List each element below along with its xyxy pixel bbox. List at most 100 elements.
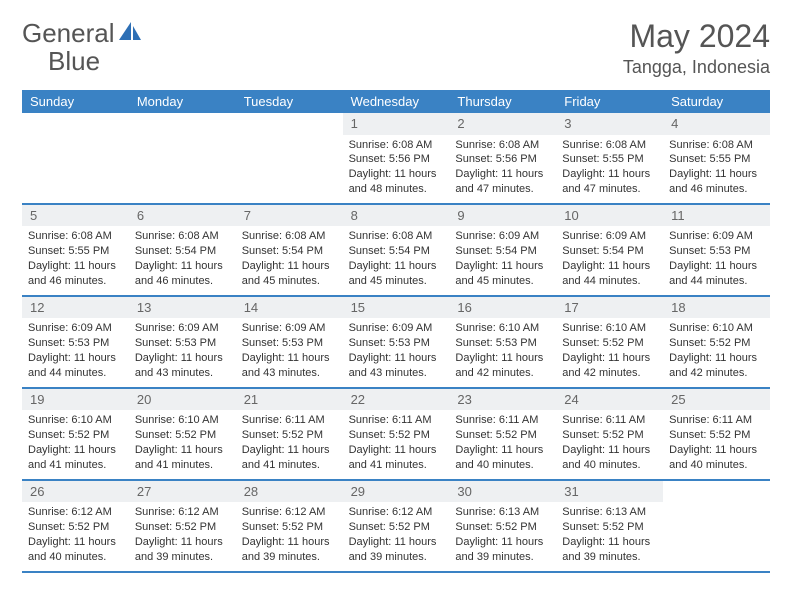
day-body: Sunrise: 6:11 AMSunset: 5:52 PMDaylight:… [663, 410, 770, 478]
day-cell: 8Sunrise: 6:08 AMSunset: 5:54 PMDaylight… [343, 205, 450, 295]
sunrise-text: Sunrise: 6:12 AM [28, 505, 123, 520]
sunset-text: Sunset: 5:55 PM [669, 152, 764, 167]
day-cell: 3Sunrise: 6:08 AMSunset: 5:55 PMDaylight… [556, 113, 663, 203]
daylight-text: Daylight: 11 hours and 40 minutes. [562, 443, 657, 473]
day-body: Sunrise: 6:10 AMSunset: 5:52 PMDaylight:… [556, 318, 663, 386]
day-body: Sunrise: 6:11 AMSunset: 5:52 PMDaylight:… [343, 410, 450, 478]
day-body: Sunrise: 6:08 AMSunset: 5:56 PMDaylight:… [343, 135, 450, 203]
day-number: 21 [236, 389, 343, 411]
day-cell [663, 481, 770, 571]
daylight-text: Daylight: 11 hours and 44 minutes. [669, 259, 764, 289]
day-number: 29 [343, 481, 450, 503]
day-number: 14 [236, 297, 343, 319]
week-row: 26Sunrise: 6:12 AMSunset: 5:52 PMDayligh… [22, 481, 770, 573]
day-body: Sunrise: 6:10 AMSunset: 5:52 PMDaylight:… [663, 318, 770, 386]
day-number: 12 [22, 297, 129, 319]
day-number [22, 113, 129, 117]
day-number: 20 [129, 389, 236, 411]
day-body: Sunrise: 6:09 AMSunset: 5:53 PMDaylight:… [236, 318, 343, 386]
day-cell: 26Sunrise: 6:12 AMSunset: 5:52 PMDayligh… [22, 481, 129, 571]
sunset-text: Sunset: 5:52 PM [455, 428, 550, 443]
daylight-text: Daylight: 11 hours and 39 minutes. [349, 535, 444, 565]
sunset-text: Sunset: 5:54 PM [349, 244, 444, 259]
daylight-text: Daylight: 11 hours and 44 minutes. [28, 351, 123, 381]
day-number: 15 [343, 297, 450, 319]
day-number: 11 [663, 205, 770, 227]
day-number: 17 [556, 297, 663, 319]
day-number [129, 113, 236, 117]
sunset-text: Sunset: 5:55 PM [28, 244, 123, 259]
daylight-text: Daylight: 11 hours and 48 minutes. [349, 167, 444, 197]
day-number [663, 481, 770, 485]
day-number: 4 [663, 113, 770, 135]
day-number: 10 [556, 205, 663, 227]
day-body: Sunrise: 6:08 AMSunset: 5:55 PMDaylight:… [556, 135, 663, 203]
day-cell: 15Sunrise: 6:09 AMSunset: 5:53 PMDayligh… [343, 297, 450, 387]
day-cell: 11 Sunrise: 6:09 AMSunset: 5:53 PMDayligh… [663, 205, 770, 295]
sunset-text: Sunset: 5:52 PM [28, 428, 123, 443]
sunset-text: Sunset: 5:54 PM [135, 244, 230, 259]
weekday-monday: Monday [129, 90, 236, 113]
day-body: Sunrise: 6:10 AMSunset: 5:52 PMDaylight:… [129, 410, 236, 478]
sunset-text: Sunset: 5:53 PM [669, 244, 764, 259]
day-body: Sunrise: 6:08 AMSunset: 5:54 PMDaylight:… [343, 226, 450, 294]
sunrise-text: Sunrise: 6:08 AM [455, 138, 550, 153]
daylight-text: Daylight: 11 hours and 40 minutes. [28, 535, 123, 565]
day-body: Sunrise: 6:12 AMSunset: 5:52 PMDaylight:… [236, 502, 343, 570]
daylight-text: Daylight: 11 hours and 46 minutes. [669, 167, 764, 197]
daylight-text: Daylight: 11 hours and 41 minutes. [28, 443, 123, 473]
page-header: General May 2024 Tangga, Indonesia [22, 18, 770, 78]
daylight-text: Daylight: 11 hours and 46 minutes. [135, 259, 230, 289]
sunrise-text: Sunrise: 6:10 AM [28, 413, 123, 428]
day-number: 24 [556, 389, 663, 411]
sunrise-text: Sunrise: 6:10 AM [669, 321, 764, 336]
day-cell [236, 113, 343, 203]
day-cell: 27Sunrise: 6:12 AMSunset: 5:52 PMDayligh… [129, 481, 236, 571]
day-number: 30 [449, 481, 556, 503]
daylight-text: Daylight: 11 hours and 41 minutes. [349, 443, 444, 473]
day-number: 5 [22, 205, 129, 227]
sunrise-text: Sunrise: 6:11 AM [562, 413, 657, 428]
month-title: May 2024 [623, 18, 770, 55]
sunrise-text: Sunrise: 6:10 AM [562, 321, 657, 336]
day-cell: 2Sunrise: 6:08 AMSunset: 5:56 PMDaylight… [449, 113, 556, 203]
day-number: 13 [129, 297, 236, 319]
day-cell: 20Sunrise: 6:10 AMSunset: 5:52 PMDayligh… [129, 389, 236, 479]
sunrise-text: Sunrise: 6:12 AM [135, 505, 230, 520]
sunset-text: Sunset: 5:52 PM [562, 336, 657, 351]
sunset-text: Sunset: 5:55 PM [562, 152, 657, 167]
day-number [236, 113, 343, 117]
daylight-text: Daylight: 11 hours and 46 minutes. [28, 259, 123, 289]
day-body: Sunrise: 6:10 AMSunset: 5:52 PMDaylight:… [22, 410, 129, 478]
daylight-text: Daylight: 11 hours and 44 minutes. [562, 259, 657, 289]
daylight-text: Daylight: 11 hours and 45 minutes. [349, 259, 444, 289]
sunrise-text: Sunrise: 6:09 AM [28, 321, 123, 336]
weekday-friday: Friday [556, 90, 663, 113]
day-cell: 1Sunrise: 6:08 AMSunset: 5:56 PMDaylight… [343, 113, 450, 203]
day-body: Sunrise: 6:12 AMSunset: 5:52 PMDaylight:… [22, 502, 129, 570]
day-body: Sunrise: 6:08 AMSunset: 5:54 PMDaylight:… [236, 226, 343, 294]
sunrise-text: Sunrise: 6:09 AM [669, 229, 764, 244]
day-cell: 30Sunrise: 6:13 AMSunset: 5:52 PMDayligh… [449, 481, 556, 571]
day-cell: 22Sunrise: 6:11 AMSunset: 5:52 PMDayligh… [343, 389, 450, 479]
sunset-text: Sunset: 5:53 PM [349, 336, 444, 351]
day-body: Sunrise: 6:11 AMSunset: 5:52 PMDaylight:… [449, 410, 556, 478]
daylight-text: Daylight: 11 hours and 41 minutes. [242, 443, 337, 473]
day-cell: 21Sunrise: 6:11 AMSunset: 5:52 PMDayligh… [236, 389, 343, 479]
weekday-saturday: Saturday [663, 90, 770, 113]
sunrise-text: Sunrise: 6:09 AM [135, 321, 230, 336]
day-number: 26 [22, 481, 129, 503]
day-body: Sunrise: 6:09 AMSunset: 5:54 PMDaylight:… [449, 226, 556, 294]
day-number: 7 [236, 205, 343, 227]
day-number: 8 [343, 205, 450, 227]
day-body: Sunrise: 6:08 AMSunset: 5:54 PMDaylight:… [129, 226, 236, 294]
sunset-text: Sunset: 5:52 PM [349, 428, 444, 443]
day-cell: 24Sunrise: 6:11 AMSunset: 5:52 PMDayligh… [556, 389, 663, 479]
day-number: 3 [556, 113, 663, 135]
daylight-text: Daylight: 11 hours and 47 minutes. [562, 167, 657, 197]
sunset-text: Sunset: 5:52 PM [349, 520, 444, 535]
sunset-text: Sunset: 5:52 PM [28, 520, 123, 535]
sunset-text: Sunset: 5:52 PM [242, 428, 337, 443]
day-body: Sunrise: 6:10 AMSunset: 5:53 PMDaylight:… [449, 318, 556, 386]
week-row: 19Sunrise: 6:10 AMSunset: 5:52 PMDayligh… [22, 389, 770, 481]
